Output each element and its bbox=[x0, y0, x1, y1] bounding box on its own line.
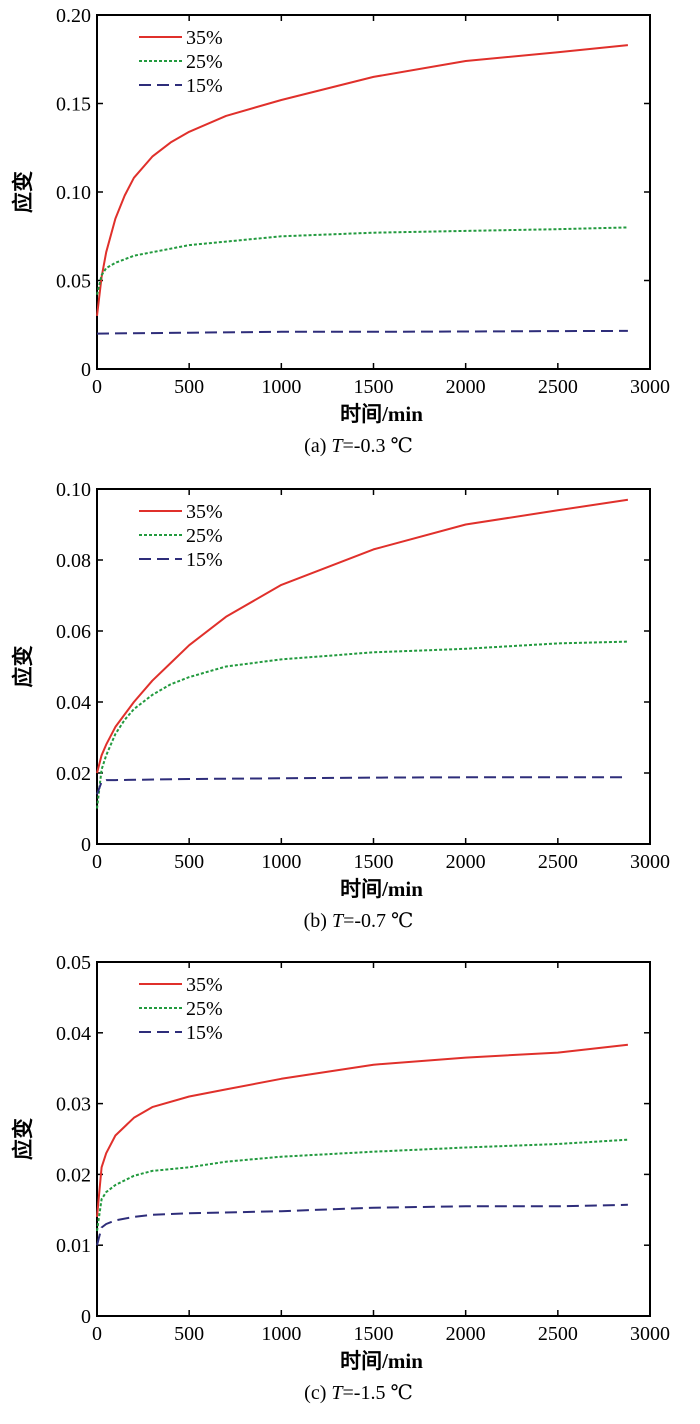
x-tick-label: 2000 bbox=[446, 851, 486, 873]
x-tick-label: 3000 bbox=[630, 1323, 670, 1345]
caption-variable: T bbox=[332, 910, 345, 932]
legend-label: 25% bbox=[186, 998, 223, 1020]
y-tick-label: 0.02 bbox=[56, 763, 91, 785]
panel-caption: (c) T=-1.5 ℃ bbox=[304, 1382, 413, 1404]
series-line-15pct bbox=[96, 1203, 628, 1246]
series-line-15pct bbox=[96, 329, 628, 335]
y-tick-label: 0.15 bbox=[56, 94, 91, 116]
x-tick-label: 0 bbox=[92, 851, 102, 873]
legend-label: 15% bbox=[186, 75, 223, 97]
panel-caption: (b) T=-0.7 ℃ bbox=[304, 910, 414, 932]
legend: 35%25%15% bbox=[139, 974, 223, 1044]
y-tick-label: 0.08 bbox=[56, 550, 91, 572]
y-tick-label: 0.10 bbox=[56, 182, 91, 204]
chart-panel-1: 0 500 1000 1500 2000 2500 3000 0 0.02 0.04 0.06 0.0… bbox=[11, 479, 670, 932]
y-tick-label: 0.20 bbox=[56, 5, 91, 27]
x-tick-label: 500 bbox=[174, 1323, 204, 1345]
y-tick-label: 0.06 bbox=[56, 621, 91, 643]
legend: 35%25%15% bbox=[139, 27, 223, 97]
series-line-25pct bbox=[96, 1138, 628, 1232]
x-tick-label: 1500 bbox=[354, 1323, 394, 1345]
x-tick-label: 2500 bbox=[538, 376, 578, 398]
y-tick-label: 0.05 bbox=[56, 271, 91, 293]
x-tick-label: 1000 bbox=[261, 851, 301, 873]
x-tick-label: 2000 bbox=[446, 376, 486, 398]
y-tick-label: 0.03 bbox=[56, 1094, 91, 1116]
series-line-35pct bbox=[96, 498, 629, 774]
caption-prefix: (b) bbox=[304, 910, 327, 932]
series-line-25pct bbox=[96, 226, 628, 295]
caption-variable: T bbox=[331, 435, 344, 457]
x-tick-label: 500 bbox=[174, 376, 204, 398]
x-tick-label: 2000 bbox=[446, 1323, 486, 1345]
caption-variable: T bbox=[331, 1382, 344, 1404]
x-tick-label: 0 bbox=[92, 1323, 102, 1345]
x-tick-label: 0 bbox=[92, 376, 102, 398]
plot-area-frame bbox=[96, 961, 651, 1317]
x-axis-title: 时间/min bbox=[340, 1349, 423, 1373]
x-tick-label: 1000 bbox=[261, 376, 301, 398]
x-tick-label: 1500 bbox=[354, 851, 394, 873]
legend: 35%25%15% bbox=[139, 501, 223, 571]
y-tick-label: 0.10 bbox=[56, 479, 91, 501]
series-line-15pct bbox=[96, 776, 628, 795]
y-tick-label: 0 bbox=[81, 359, 91, 381]
y-tick-label: 0.04 bbox=[56, 1023, 91, 1045]
y-tick-label: 0.05 bbox=[56, 952, 91, 974]
plot-area-frame bbox=[96, 14, 651, 370]
plot-area-frame bbox=[96, 488, 651, 845]
x-tick-label: 2500 bbox=[538, 1323, 578, 1345]
y-tick-label: 0.01 bbox=[56, 1235, 91, 1257]
caption-prefix: (a) bbox=[304, 435, 326, 457]
x-tick-label: 3000 bbox=[630, 851, 670, 873]
chart-panel-2: 0 500 1000 1500 2000 2500 3000 0 0.01 0.02 0.03 0.0… bbox=[11, 952, 670, 1404]
y-tick-label: 0 bbox=[81, 834, 91, 856]
x-axis-title: 时间/min bbox=[340, 402, 423, 426]
series-line-35pct bbox=[96, 1043, 629, 1217]
x-tick-label: 2500 bbox=[538, 851, 578, 873]
legend-label: 25% bbox=[186, 51, 223, 73]
chart-panel-0: 0 500 1000 1500 2000 2500 3000 0 0.05 0.10 0.15 0.2… bbox=[11, 5, 670, 457]
panel-caption: (a) T=-0.3 ℃ bbox=[304, 435, 413, 457]
y-axis-title: 应变 bbox=[11, 646, 35, 688]
legend-label: 15% bbox=[186, 1022, 223, 1044]
legend-label: 35% bbox=[186, 974, 223, 996]
x-axis-title: 时间/min bbox=[340, 877, 423, 901]
series-line-25pct bbox=[96, 640, 628, 809]
y-tick-label: 0 bbox=[81, 1306, 91, 1328]
legend-label: 35% bbox=[186, 501, 223, 523]
caption-value: =-0.3 ℃ bbox=[343, 435, 413, 457]
caption-prefix: (c) bbox=[304, 1382, 326, 1404]
y-axis-title: 应变 bbox=[11, 171, 35, 213]
caption-value: =-0.7 ℃ bbox=[343, 910, 413, 932]
y-axis-title: 应变 bbox=[11, 1118, 35, 1160]
caption-value: =-1.5 ℃ bbox=[343, 1382, 413, 1404]
x-tick-label: 500 bbox=[174, 851, 204, 873]
legend-label: 15% bbox=[186, 549, 223, 571]
y-tick-label: 0.04 bbox=[56, 692, 91, 714]
legend-label: 35% bbox=[186, 27, 223, 49]
x-tick-label: 1500 bbox=[354, 376, 394, 398]
legend-label: 25% bbox=[186, 525, 223, 547]
y-tick-label: 0.02 bbox=[56, 1164, 91, 1186]
x-tick-label: 3000 bbox=[630, 376, 670, 398]
series-line-35pct bbox=[96, 44, 629, 317]
x-tick-label: 1000 bbox=[261, 1323, 301, 1345]
